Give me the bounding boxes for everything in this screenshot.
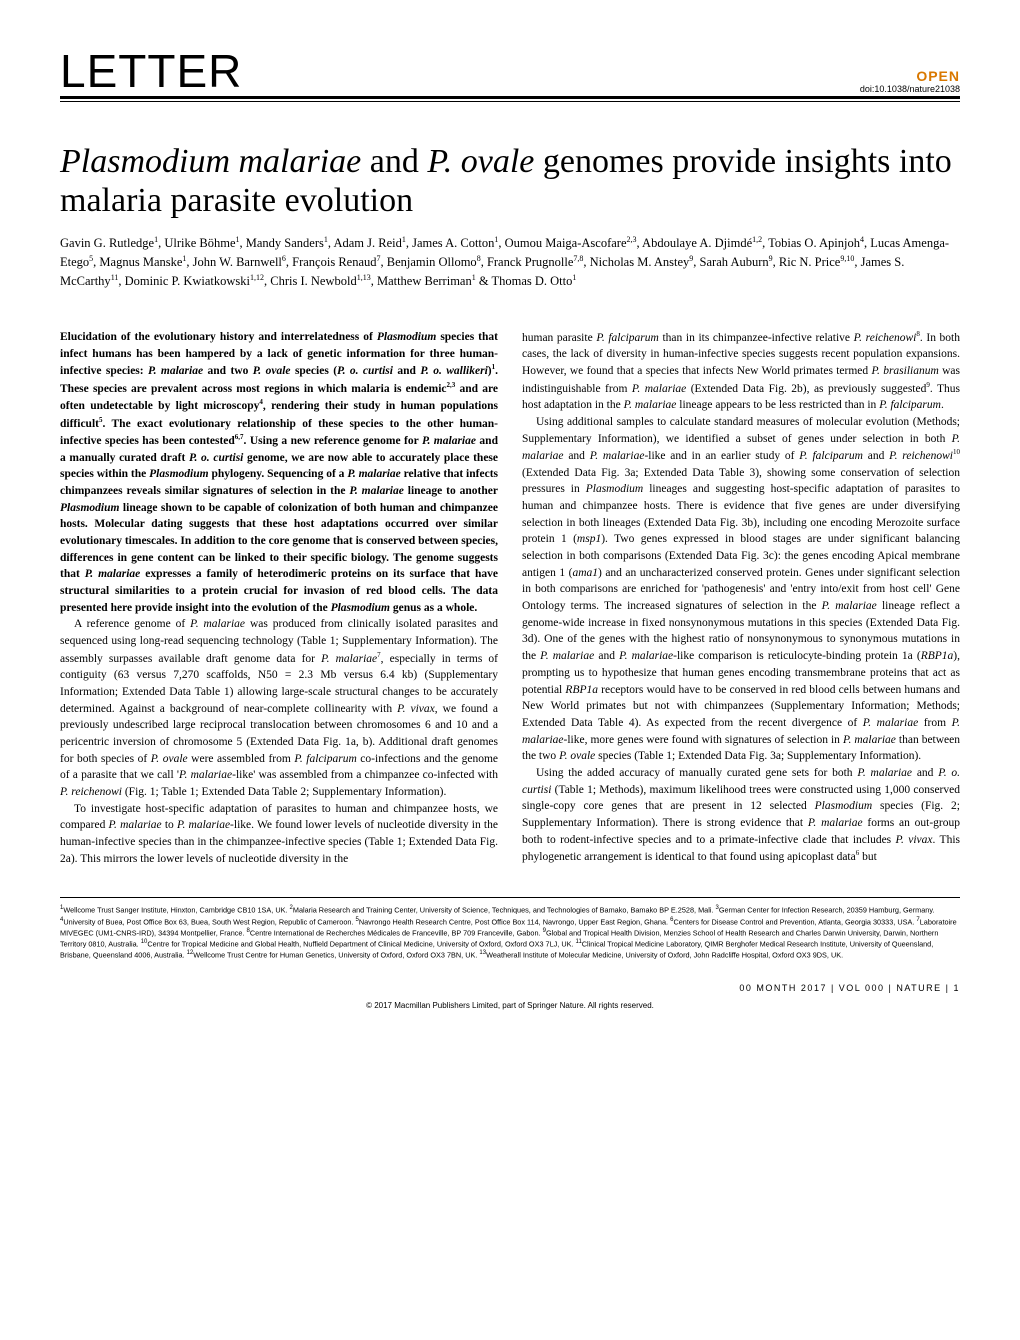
page-header: LETTER OPEN doi:10.1038/nature21038 bbox=[60, 48, 960, 99]
body-columns: Elucidation of the evolutionary history … bbox=[60, 329, 960, 867]
page-footer-line: 00 MONTH 2017 | VOL 000 | NATURE | 1 bbox=[60, 983, 960, 993]
body-paragraph: human parasite P. falciparum than in its… bbox=[522, 329, 960, 414]
title-connector-1: and bbox=[361, 143, 427, 180]
header-right: OPEN doi:10.1038/nature21038 bbox=[860, 68, 960, 94]
open-access-label: OPEN bbox=[860, 68, 960, 84]
body-paragraph: To investigate host-specific adaptation … bbox=[60, 801, 498, 868]
body-paragraph: A reference genome of P. malariae was pr… bbox=[60, 616, 498, 800]
header-rule bbox=[60, 101, 960, 102]
author-list: Gavin G. Rutledge1, Ulrike Böhme1, Mandy… bbox=[60, 234, 960, 291]
title-species-2: P. ovale bbox=[427, 143, 534, 180]
body-paragraph: Using the added accuracy of manually cur… bbox=[522, 765, 960, 866]
column-right: human parasite P. falciparum than in its… bbox=[522, 329, 960, 867]
section-label: LETTER bbox=[60, 48, 242, 94]
body-paragraph: Using additional samples to calculate st… bbox=[522, 414, 960, 765]
doi-text: doi:10.1038/nature21038 bbox=[860, 84, 960, 94]
affiliations-rule bbox=[60, 897, 960, 898]
copyright-line: © 2017 Macmillan Publishers Limited, par… bbox=[60, 1001, 960, 1010]
article-title: Plasmodium malariae and P. ovale genomes… bbox=[60, 142, 960, 220]
column-left: Elucidation of the evolutionary history … bbox=[60, 329, 498, 867]
affiliations: 1Wellcome Trust Sanger Institute, Hinxto… bbox=[60, 904, 960, 960]
abstract-paragraph: Elucidation of the evolutionary history … bbox=[60, 329, 498, 617]
title-species-1: Plasmodium malariae bbox=[60, 143, 361, 180]
